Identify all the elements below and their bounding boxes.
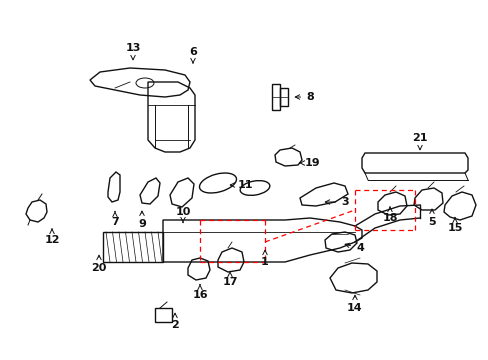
Text: 2: 2: [171, 313, 179, 330]
Text: 21: 21: [411, 133, 427, 150]
Text: 16: 16: [192, 284, 207, 300]
Text: 10: 10: [175, 207, 190, 222]
Text: 3: 3: [325, 197, 348, 207]
Text: 14: 14: [346, 295, 362, 313]
Text: 6: 6: [189, 47, 197, 63]
Text: 12: 12: [44, 229, 60, 245]
Text: 11: 11: [230, 180, 252, 190]
Text: 7: 7: [111, 211, 119, 227]
Text: 15: 15: [447, 217, 462, 233]
Text: 1: 1: [261, 250, 268, 267]
Text: 18: 18: [382, 207, 397, 223]
Text: 13: 13: [125, 43, 141, 60]
Text: 9: 9: [138, 211, 145, 229]
Text: 17: 17: [222, 271, 237, 287]
Text: 4: 4: [345, 243, 363, 253]
Text: 5: 5: [427, 209, 435, 227]
Text: 20: 20: [91, 255, 106, 273]
Text: 8: 8: [295, 92, 313, 102]
Text: 19: 19: [299, 158, 320, 168]
